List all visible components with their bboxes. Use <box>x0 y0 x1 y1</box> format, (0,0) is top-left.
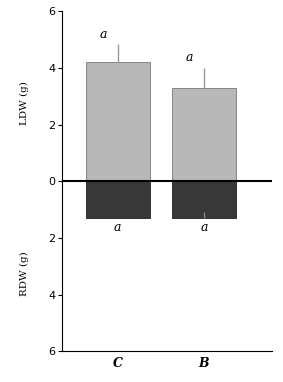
Text: a: a <box>114 220 121 233</box>
Bar <box>172 181 236 218</box>
Text: LDW (g): LDW (g) <box>20 81 29 125</box>
Text: a: a <box>99 28 107 40</box>
Bar <box>172 88 236 181</box>
Bar <box>86 63 150 181</box>
Bar <box>86 181 150 218</box>
Text: a: a <box>185 51 193 64</box>
Text: RDW (g): RDW (g) <box>20 251 29 296</box>
Text: a: a <box>200 220 208 233</box>
